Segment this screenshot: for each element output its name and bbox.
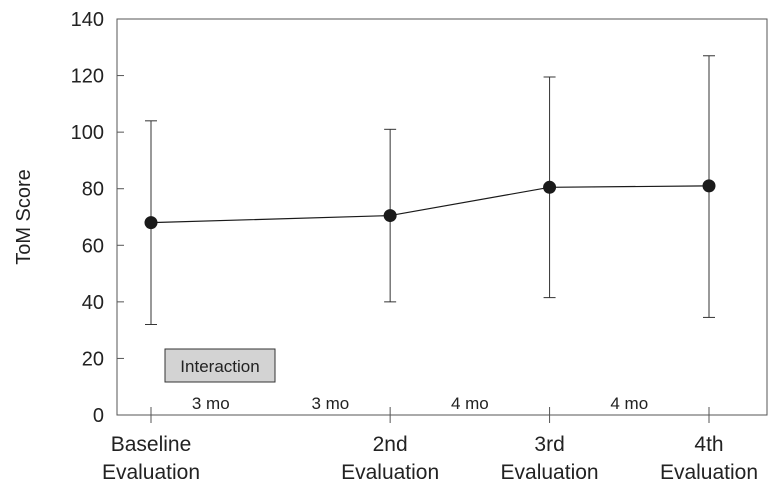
data-point (383, 209, 397, 223)
x-tick-label: Evaluation (102, 461, 200, 484)
interaction-box-fill (164, 348, 276, 383)
y-tick-label: 80 (82, 179, 104, 201)
y-axis-label: ToM Score (13, 169, 35, 265)
data-point (144, 216, 158, 230)
interval-label: 4 mo (610, 394, 648, 413)
y-tick-label: 20 (82, 348, 104, 370)
data-point (702, 179, 716, 193)
interval-label: 3 mo (311, 394, 349, 413)
interval-label: 3 mo (192, 394, 230, 413)
x-tick-label: 2nd (373, 433, 408, 456)
x-tick-label: Baseline (111, 433, 192, 456)
y-tick-label: 60 (82, 235, 104, 257)
interval-label: 4 mo (451, 394, 489, 413)
y-tick-label: 100 (71, 122, 104, 144)
y-axis: 0 20 40 60 80 100 120 140 (71, 9, 124, 427)
x-tick-label: 4th (694, 433, 723, 456)
y-tick-label: 120 (71, 66, 104, 88)
y-tick-label: 40 (82, 292, 104, 314)
series-line (150, 185, 710, 224)
x-tick-label: Evaluation (660, 461, 758, 484)
interaction-label: Interaction (180, 357, 259, 376)
series (144, 55, 716, 325)
x-tick-label: Evaluation (501, 461, 599, 484)
x-axis: Baseline Evaluation 2nd Evaluation 3rd Evalua… (102, 407, 758, 484)
x-tick-label: Evaluation (341, 461, 439, 484)
interval-labels: 3 mo 3 mo 4 mo 4 mo (192, 394, 648, 413)
x-tick-label: 3rd (534, 433, 564, 456)
y-tick-label: 0 (93, 405, 104, 427)
y-tick-label: 140 (71, 9, 104, 31)
data-point (543, 180, 557, 194)
plot-frame (116, 18, 768, 416)
interaction-box: Interaction (164, 348, 276, 383)
